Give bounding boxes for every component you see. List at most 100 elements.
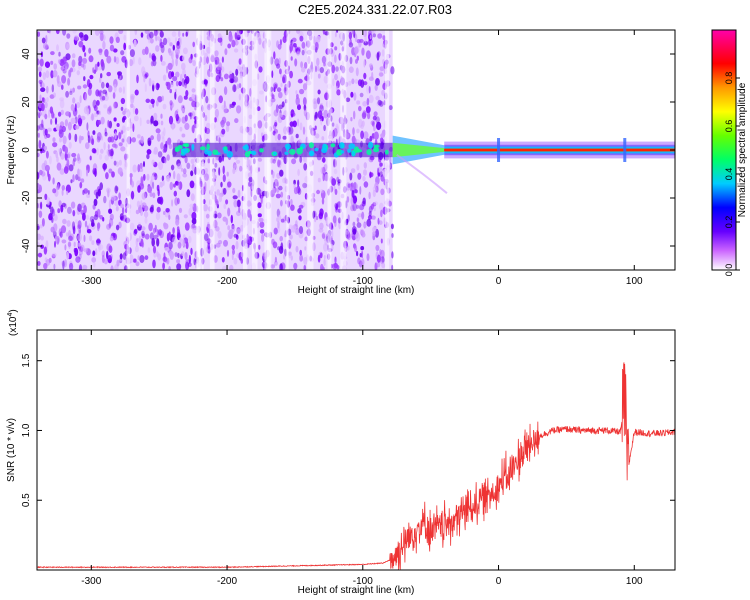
noise-speckle [187, 262, 192, 268]
noise-speckle [321, 232, 326, 239]
noise-speckle [138, 235, 141, 243]
noise-speckle [175, 116, 181, 124]
noise-speckle [233, 233, 238, 238]
noise-speckle [65, 90, 69, 98]
noise-speckle [123, 42, 127, 51]
noise-speckle [137, 185, 141, 193]
noise-speckle [182, 168, 187, 175]
noise-speckle [317, 254, 321, 263]
noise-speckle [106, 55, 112, 64]
noise-speckle [355, 67, 359, 77]
noise-speckle [362, 222, 368, 228]
noise-speckle [62, 135, 67, 145]
x-tick-label: -100 [353, 576, 373, 587]
spectrogram-y-ticks: -40 -20 0 20 40 [21, 48, 675, 253]
noise-speckle [94, 30, 100, 36]
noise-speckle [314, 41, 319, 51]
noise-speckle [99, 32, 104, 42]
noise-speckle [98, 91, 101, 97]
noise-speckle [50, 70, 54, 79]
noise-speckle [77, 114, 82, 122]
noise-speckle [303, 104, 307, 111]
noise-speckle [129, 49, 135, 58]
noise-speckle [62, 260, 65, 270]
noise-speckle [38, 169, 43, 176]
noise-speckle [373, 111, 378, 117]
noise-speckle [356, 128, 360, 134]
noise-speckle [156, 36, 161, 41]
noise-speckle [218, 62, 223, 71]
noise-speckle [320, 263, 324, 270]
noise-speckle [336, 89, 341, 96]
noise-speckle [191, 163, 195, 172]
noise-speckle [174, 197, 179, 206]
noise-speckle [50, 51, 55, 56]
noise-speckle [160, 54, 163, 62]
noise-speckle [373, 207, 376, 212]
noise-speckle [93, 214, 99, 221]
noise-speckle [153, 112, 158, 121]
noise-speckle [238, 83, 242, 89]
noise-speckle [379, 202, 384, 211]
snr-multiplier-close: ) [8, 309, 19, 312]
noise-speckle [227, 207, 231, 217]
noise-speckle [352, 202, 357, 212]
noise-speckle [72, 174, 75, 183]
noise-speckle [223, 73, 229, 80]
noise-speckle [163, 252, 166, 261]
noise-speckle [163, 157, 167, 164]
noise-speckle [218, 167, 221, 176]
noise-speckle [345, 129, 349, 134]
noise-speckle [155, 128, 161, 134]
noise-speckle [275, 104, 279, 113]
noise-speckle [162, 148, 167, 153]
noise-speckle [288, 243, 291, 250]
noise-speckle [225, 124, 230, 133]
noise-speckle [372, 186, 377, 192]
noise-speckle [146, 153, 150, 160]
noise-speckle [53, 63, 57, 70]
noise-speckle [226, 249, 230, 257]
noise-speckle [380, 249, 385, 259]
noise-speckle [147, 186, 153, 193]
noise-speckle [69, 67, 73, 73]
noise-speckle [107, 85, 113, 93]
noise-speckle [295, 220, 298, 227]
noise-speckle [156, 30, 159, 35]
noise-speckle [148, 222, 153, 232]
noise-speckle [235, 68, 239, 76]
noise-speckle [204, 52, 208, 58]
noise-speckle [85, 142, 90, 150]
noise-speckle [112, 92, 116, 99]
noise-speckle [235, 240, 239, 250]
noise-speckle [64, 66, 68, 72]
noise-speckle [99, 30, 104, 35]
noise-speckle [175, 57, 178, 67]
noise-speckle [236, 105, 242, 114]
noise-speckle [48, 30, 52, 34]
noise-speckle [297, 118, 300, 127]
noise-speckle [227, 181, 232, 188]
noise-speckle [169, 181, 174, 191]
noise-speckle [73, 247, 77, 253]
noise-speckle [258, 37, 262, 45]
noise-speckle [321, 116, 324, 122]
snr-y-axis-label: SNR (10 * v/v) [6, 418, 17, 482]
noise-speckle [372, 30, 376, 35]
noise-speckle [100, 59, 104, 67]
noise-speckle [319, 222, 324, 230]
noise-speckle [372, 115, 377, 121]
noise-speckle [156, 251, 160, 258]
noise-speckle [291, 113, 293, 118]
noise-speckle [237, 65, 241, 71]
noise-speckle [345, 230, 351, 239]
band-spot [212, 149, 219, 155]
noise-speckle [82, 264, 88, 270]
noise-speckle [88, 82, 93, 90]
noise-speckle [83, 248, 89, 253]
noise-speckle [114, 131, 117, 140]
noise-speckle [184, 222, 190, 231]
noise-speckle [176, 173, 181, 182]
noise-speckle [62, 69, 67, 74]
noise-speckle [368, 94, 374, 104]
